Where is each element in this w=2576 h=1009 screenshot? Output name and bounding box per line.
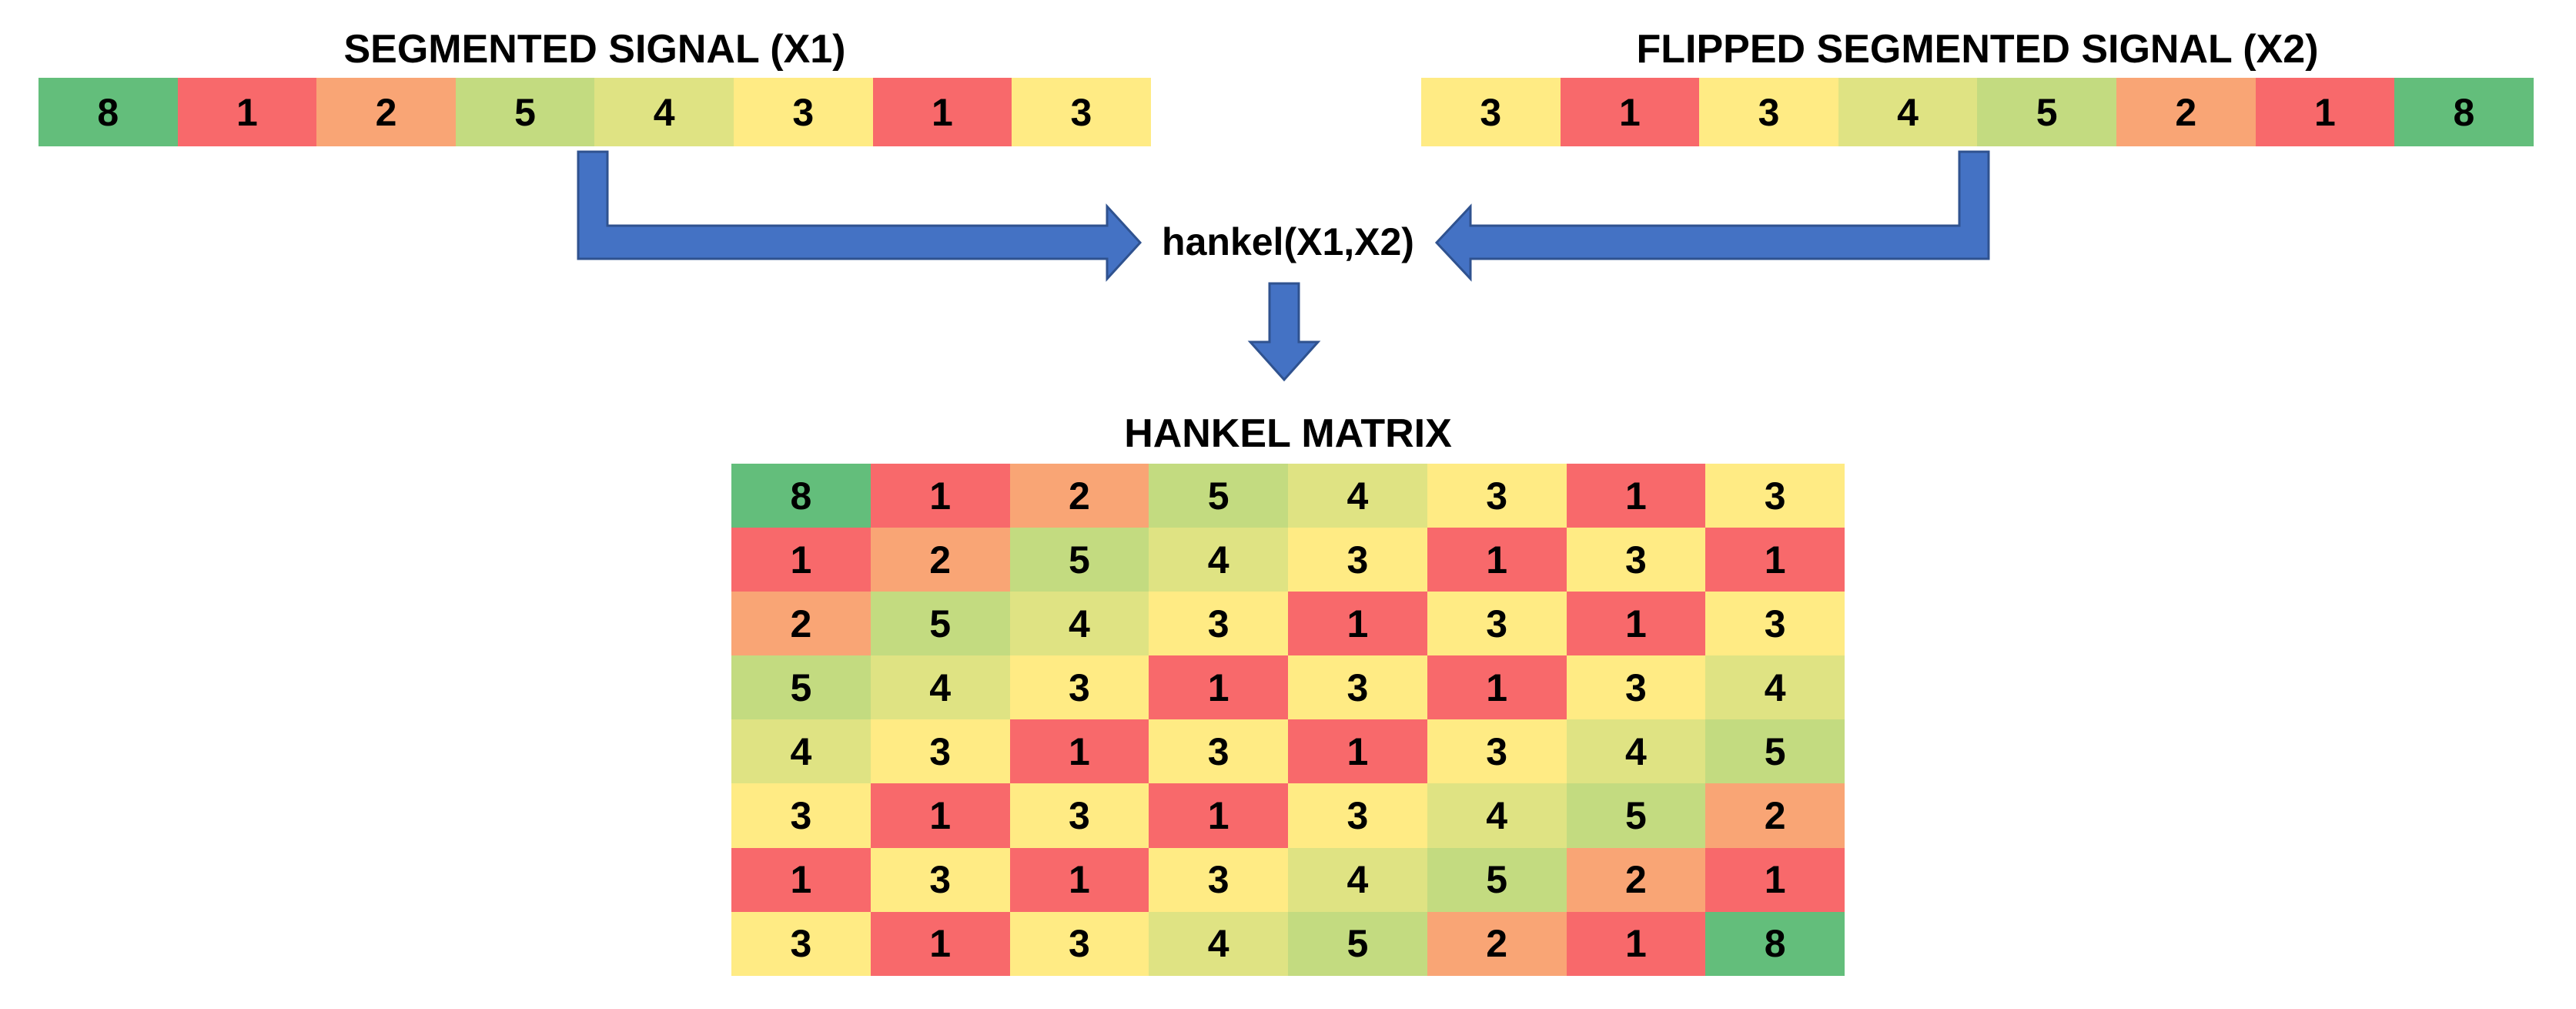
segmented-signal-cell: 3 [1012,78,1151,146]
hankel-matrix-cell: 2 [1427,911,1567,976]
hankel-matrix-cell: 1 [731,847,871,912]
hankel-matrix-cell: 1 [1705,847,1845,912]
hankel-matrix-cell: 3 [1149,847,1288,912]
hankel-matrix-cell: 3 [1288,783,1427,848]
hankel-matrix-cell: 3 [1427,719,1567,784]
hankel-matrix-cell: 4 [1288,847,1427,912]
hankel-matrix-cell: 5 [1149,464,1288,528]
hankel-matrix-cell: 1 [1009,847,1149,912]
hankel-matrix-cell: 5 [1427,847,1567,912]
hankel-matrix-cell: 8 [731,464,871,528]
flipped-signal-cell: 8 [2394,78,2534,146]
hankel-matrix-cell: 3 [1566,655,1706,720]
hankel-matrix-cell: 1 [870,464,1010,528]
segmented-signal-cell: 5 [455,78,595,146]
hankel-matrix-cell: 3 [1149,592,1288,656]
flipped-signal-title: FLIPPED SEGMENTED SIGNAL (X2) [1636,27,2319,72]
hankel-matrix-cell: 1 [1427,528,1567,592]
hankel-matrix-cell: 5 [1705,719,1845,784]
hankel-matrix-cell: 5 [870,592,1010,656]
hankel-matrix-cell: 2 [1705,783,1845,848]
hankel-matrix-cell: 3 [731,911,871,976]
hankel-matrix-cell: 3 [1288,528,1427,592]
hankel-matrix-cell: 3 [731,783,871,848]
hankel-matrix-cell: 4 [1149,528,1288,592]
hankel-matrix-cell: 5 [1566,783,1706,848]
hankel-matrix-cell: 1 [870,911,1010,976]
hankel-matrix-cell: 3 [870,719,1010,784]
hankel-matrix-cell: 1 [1009,719,1149,784]
hankel-matrix-cell: 3 [1705,464,1845,528]
hankel-matrix-cell: 5 [1009,528,1149,592]
hankel-matrix-cell: 3 [1566,528,1706,592]
segmented-signal-cell: 4 [594,78,734,146]
arrow-right-icon [577,150,1142,282]
hankel-matrix-cell: 1 [1566,911,1706,976]
hankel-matrix-cell: 3 [1009,655,1149,720]
hankel-matrix-cell: 5 [1288,911,1427,976]
hankel-matrix-cell: 4 [870,655,1010,720]
hankel-matrix-title: HANKEL MATRIX [1124,411,1452,456]
flipped-signal-cell: 3 [1421,78,1561,146]
hankel-matrix-cell: 4 [1705,655,1845,720]
flipped-signal-cell: 1 [2255,78,2395,146]
flipped-signal-cell: 5 [1977,78,2116,146]
hankel-matrix-cell: 1 [1149,783,1288,848]
hankel-matrix-cell: 2 [1009,464,1149,528]
arrow-left-icon [1434,150,1990,282]
hankel-matrix-cell: 4 [1427,783,1567,848]
hankel-matrix-cell: 2 [731,592,871,656]
hankel-matrix-cell: 1 [870,783,1010,848]
hankel-matrix-cell: 3 [1288,655,1427,720]
flipped-signal-cell: 4 [1838,78,1978,146]
segmented-signal-title: SEGMENTED SIGNAL (X1) [343,27,846,72]
hankel-matrix-cell: 2 [870,528,1010,592]
hankel-matrix-cell: 1 [1705,528,1845,592]
segmented-signal-cell: 2 [316,78,456,146]
hankel-matrix-cell: 3 [1427,464,1567,528]
hankel-matrix-cell: 1 [1566,592,1706,656]
segmented-signal-cell: 3 [733,78,873,146]
hankel-matrix-cell: 1 [1288,719,1427,784]
flipped-signal-cell: 3 [1699,78,1838,146]
hankel-matrix-cell: 4 [731,719,871,784]
hankel-matrix-cell: 1 [1149,655,1288,720]
hankel-matrix-cell: 3 [1149,719,1288,784]
segmented-signal-cell: 1 [872,78,1012,146]
hankel-matrix-cell: 3 [870,847,1010,912]
hankel-matrix-cell: 4 [1009,592,1149,656]
hankel-matrix-cell: 4 [1149,911,1288,976]
hankel-operation-label: hankel(X1,X2) [1162,220,1414,263]
hankel-matrix-cell: 4 [1566,719,1706,784]
hankel-matrix-cell: 1 [1566,464,1706,528]
hankel-matrix-cell: 1 [1288,592,1427,656]
hankel-matrix-cell: 1 [731,528,871,592]
hankel-matrix-cell: 8 [1705,911,1845,976]
hankel-matrix-cell: 3 [1705,592,1845,656]
segmented-signal-cell: 1 [177,78,317,146]
hankel-matrix-cell: 3 [1009,911,1149,976]
hankel-matrix-cell: 3 [1009,783,1149,848]
hankel-matrix-cell: 2 [1566,847,1706,912]
hankel-matrix-cell: 4 [1288,464,1427,528]
flipped-signal-cell: 1 [1560,78,1700,146]
hankel-matrix-cell: 5 [731,655,871,720]
arrow-down-icon [1247,282,1321,382]
hankel-matrix-cell: 1 [1427,655,1567,720]
hankel-matrix-cell: 3 [1427,592,1567,656]
flipped-signal-cell: 2 [2116,78,2256,146]
segmented-signal-cell: 8 [38,78,178,146]
